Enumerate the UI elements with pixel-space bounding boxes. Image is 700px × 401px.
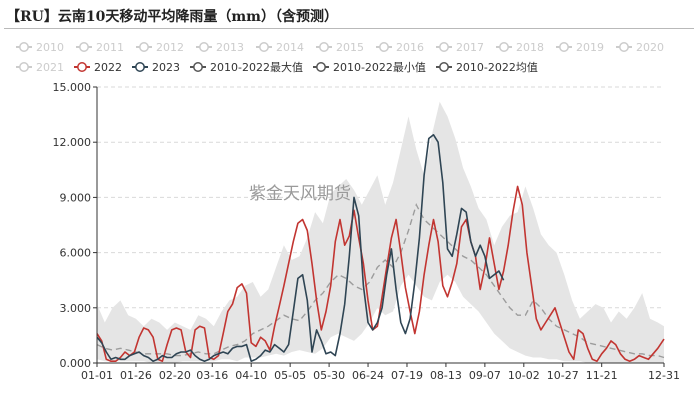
x-tick-label: 09-07	[469, 369, 501, 382]
axes	[96, 87, 664, 364]
legend-marker-icon	[16, 62, 32, 72]
legend-item-2021[interactable]: 2021	[16, 61, 64, 74]
legend-item-2016[interactable]: 2016	[376, 41, 426, 54]
y-tick-label: 12.000	[53, 136, 92, 149]
legend-item-2011[interactable]: 2011	[76, 41, 126, 54]
legend-row-1: 2010 2011 2012 2013 2014 2015 2016 2017 …	[16, 37, 692, 57]
legend-item-2018[interactable]: 2018	[496, 41, 546, 54]
legend-marker-icon	[496, 42, 512, 52]
x-tick-label: 01-26	[120, 369, 152, 382]
x-axis-ticks: 01-01 01-26 02-20 03-16 04-10 05-05 05-30 06-24…	[81, 363, 680, 382]
legend-item-mean[interactable]: 2010-2022均值	[435, 59, 538, 75]
legend-label: 2017	[456, 40, 484, 54]
y-tick-label: 15.000	[53, 81, 92, 94]
y-tick-label: 6.000	[60, 247, 92, 260]
legend-item-2014[interactable]: 2014	[256, 41, 306, 54]
legend-item-2022[interactable]: 2022	[74, 61, 122, 74]
legend: 2010 2011 2012 2013 2014 2015 2016 2017 …	[16, 37, 692, 77]
legend-item-2012[interactable]: 2012	[136, 41, 186, 54]
legend-item-max[interactable]: 2010-2022最大值	[190, 59, 303, 75]
legend-marker-icon	[436, 42, 452, 52]
y-tick-label: 0.000	[60, 357, 92, 370]
x-tick-label: 10-27	[547, 369, 579, 382]
x-tick-label: 05-30	[313, 369, 345, 382]
legend-marker-icon	[16, 42, 32, 52]
chart-title: 【RU】云南10天移动平均降雨量（mm）（含预测）	[6, 9, 338, 25]
legend-marker-icon	[316, 42, 332, 52]
legend-label: 2018	[516, 40, 544, 54]
y-tick-label: 3.000	[60, 302, 92, 315]
legend-label: 2010	[36, 40, 64, 54]
x-tick-label: 05-05	[274, 369, 306, 382]
x-tick-label: 08-13	[430, 369, 462, 382]
legend-label: 2022	[94, 60, 122, 74]
legend-label: 2015	[336, 40, 364, 54]
legend-marker-icon	[196, 42, 212, 52]
series-2023-line	[96, 134, 505, 362]
x-tick-label: 06-24	[352, 369, 384, 382]
legend-item-min[interactable]: 2010-2022最小值	[312, 59, 426, 75]
legend-marker-icon	[376, 42, 392, 52]
legend-label: 2010-2022最大值	[210, 61, 303, 74]
legend-item-2017[interactable]: 2017	[436, 41, 486, 54]
legend-item-2020[interactable]: 2020	[616, 41, 666, 54]
title-divider	[4, 28, 694, 29]
legend-item-2015[interactable]: 2015	[316, 41, 366, 54]
legend-row-2: 2021 2022 2023 2010-2022最大值 2010-2022最小值…	[16, 57, 692, 77]
x-tick-label: 10-02	[508, 369, 540, 382]
legend-marker-icon	[132, 62, 148, 72]
legend-marker-icon	[74, 62, 90, 72]
legend-label: 2010-2022最小值	[332, 61, 426, 74]
legend-label: 2016	[396, 40, 424, 54]
x-tick-label: 01-01	[81, 369, 113, 382]
legend-label: 2011	[96, 40, 124, 54]
x-tick-label: 02-20	[159, 369, 191, 382]
x-tick-label: 12-31	[648, 369, 680, 382]
legend-label: 2020	[636, 40, 664, 54]
series-lines	[96, 134, 665, 362]
legend-marker-icon	[136, 42, 152, 52]
x-tick-label: 07-19	[391, 369, 423, 382]
legend-marker-icon	[190, 62, 206, 72]
legend-label: 2010-2022均值	[455, 61, 538, 74]
legend-marker-icon	[435, 62, 452, 72]
legend-label: 2023	[152, 60, 180, 74]
legend-label: 2021	[36, 60, 64, 74]
legend-item-2019[interactable]: 2019	[556, 41, 606, 54]
watermark: 紫金天风期货	[249, 184, 351, 204]
legend-label: 2014	[276, 40, 304, 54]
legend-label: 2019	[576, 40, 604, 54]
min-max-range-band	[97, 101, 664, 363]
legend-marker-icon	[256, 42, 272, 52]
x-tick-label: 11-21	[586, 369, 618, 382]
x-tick-label: 03-16	[196, 369, 228, 382]
y-axis-ticks: 0.000 3.000 6.000 9.000 12.000 15.000	[53, 81, 97, 370]
legend-item-2013[interactable]: 2013	[196, 41, 246, 54]
legend-label: 2013	[216, 40, 244, 54]
rainfall-chart: 紫金天风期货 0.0003.0006.0009.00012.00015.000 …	[53, 81, 680, 382]
legend-marker-icon	[616, 42, 632, 52]
x-tick-label: 04-10	[235, 369, 267, 382]
legend-item-2010[interactable]: 2010	[16, 41, 66, 54]
series-2022-line	[96, 185, 665, 362]
y-tick-label: 9.000	[60, 191, 92, 204]
legend-marker-icon	[556, 42, 572, 52]
legend-marker-icon	[312, 62, 329, 72]
legend-label: 2012	[156, 40, 184, 54]
legend-item-2023[interactable]: 2023	[132, 61, 180, 74]
legend-marker-icon	[76, 42, 92, 52]
